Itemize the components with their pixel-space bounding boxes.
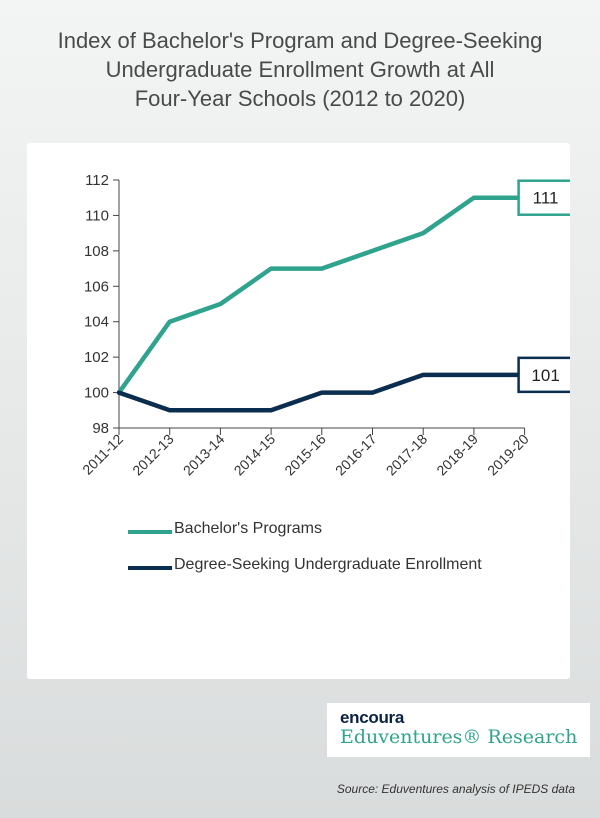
x-tick-label: 2011-12 — [79, 431, 126, 478]
end-label-value: 101 — [531, 366, 559, 385]
x-tick-label: 2019-20 — [484, 431, 532, 479]
y-tick-label: 102 — [84, 349, 109, 366]
data-point — [422, 374, 424, 376]
data-point — [372, 392, 373, 394]
data-point — [169, 321, 171, 323]
title-line-3: Four-Year Schools (2012 to 2020) — [134, 86, 466, 111]
data-point — [169, 409, 171, 411]
x-tick-label: 2013-14 — [180, 431, 228, 479]
y-tick-label: 98 — [92, 420, 109, 437]
series-line-bachelors — [116, 195, 527, 395]
chart-title: Index of Bachelor's Program and Degree-S… — [0, 26, 600, 113]
brand-box: encoura Eduventures® Research — [327, 703, 590, 757]
legend-swatch-enrollment — [128, 566, 172, 570]
y-tick-label: 110 — [85, 207, 109, 224]
data-point — [219, 409, 221, 411]
y-tick-label: 100 — [84, 385, 109, 402]
y-tick-label: 108 — [84, 243, 109, 260]
end-label-box — [517, 179, 570, 216]
x-tick-label: 2015-16 — [281, 431, 329, 479]
chart-card: 98 100 102 104 106 108 110 112 2011-12 2012-13 201… — [27, 143, 575, 796]
legend-swatch-bachelors — [128, 530, 172, 534]
y-tick-label: 106 — [84, 278, 109, 295]
data-point — [422, 232, 424, 234]
data-point — [270, 268, 272, 270]
end-label-value: 111 — [533, 189, 559, 208]
end-label-box — [517, 356, 570, 394]
legend-label-bachelors: Bachelor's Programs — [174, 520, 322, 537]
y-tick-label: 104 — [84, 314, 109, 331]
source-note: Source: Eduventures analysis of IPEDS da… — [336, 782, 575, 796]
x-tick-label: 2018-19 — [433, 431, 481, 479]
data-point — [219, 303, 221, 305]
data-point — [321, 268, 323, 270]
data-point — [473, 374, 475, 376]
y-tick-label: 112 — [85, 172, 109, 189]
brand-name: Eduventures® Research — [340, 726, 578, 748]
title-line-2: Undergraduate Enrollment Growth at All — [105, 57, 495, 82]
x-tick-label: 2016-17 — [332, 431, 380, 479]
title-line-1: Index of Bachelor's Program and Degree-S… — [57, 28, 543, 53]
legend-label-enrollment: Degree-Seeking Undergraduate Enrollment — [174, 556, 482, 573]
encoura-logo: encoura — [340, 708, 405, 727]
data-point — [321, 392, 323, 394]
x-tick-label: 2017-18 — [383, 431, 431, 479]
data-point — [473, 197, 475, 199]
x-tick-label: 2012-13 — [129, 431, 177, 479]
x-tick-label: 2014-15 — [231, 431, 279, 479]
data-point — [372, 250, 373, 252]
data-point — [270, 409, 272, 411]
data-point — [118, 392, 120, 394]
